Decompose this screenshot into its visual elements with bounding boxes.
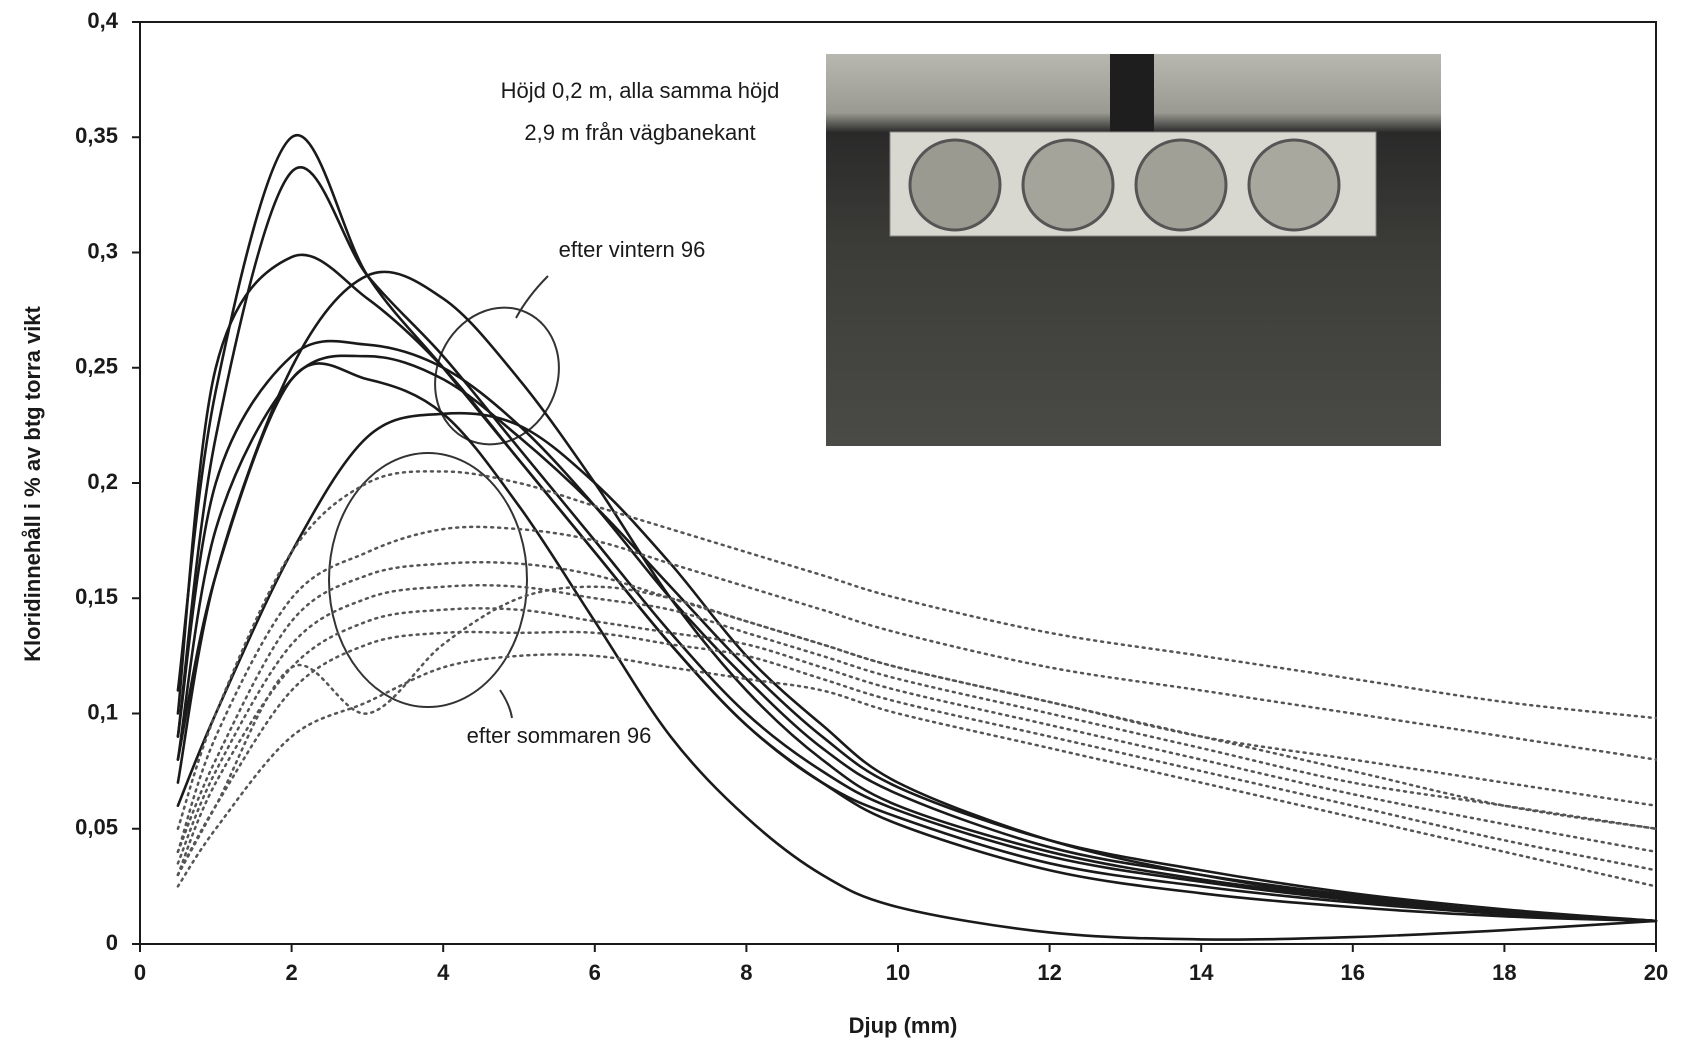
x-tick-label: 4	[437, 960, 450, 985]
x-tick-label: 6	[589, 960, 601, 985]
y-tick-label: 0,2	[87, 469, 118, 494]
y-tick-label: 0,05	[75, 815, 118, 840]
data-line	[176, 253, 1658, 923]
y-tick-label: 0,1	[87, 699, 118, 724]
callouts	[328, 275, 560, 719]
y-axis-label: Kloridinnehåll i % av btg torra vikt	[20, 305, 45, 661]
data-line	[176, 411, 1658, 923]
annotation: 2,9 m från vägbanekant	[524, 120, 755, 145]
x-tick-label: 20	[1644, 960, 1668, 985]
x-tick-label: 0	[134, 960, 146, 985]
data-line	[176, 339, 1658, 923]
annotation: efter sommaren 96	[467, 723, 652, 748]
data-line	[176, 630, 1658, 877]
data-line	[176, 584, 1658, 865]
photo	[826, 54, 1441, 446]
y-tick-label: 0,3	[87, 238, 118, 263]
x-tick-label: 10	[886, 960, 910, 985]
x-tick-label: 12	[1037, 960, 1061, 985]
x-tick-label: 2	[285, 960, 297, 985]
y-tick-label: 0,4	[87, 8, 118, 33]
data-line	[176, 166, 1658, 923]
x-tick-label: 16	[1341, 960, 1365, 985]
data-line	[176, 470, 1658, 830]
x-tick-label: 18	[1492, 960, 1516, 985]
data-line	[176, 525, 1658, 854]
data-line	[176, 585, 1658, 877]
annotation: efter vintern 96	[559, 237, 706, 262]
data-line	[176, 653, 1658, 888]
annotation: Höjd 0,2 m, alla samma höjd	[501, 78, 780, 103]
y-tick-label: 0,25	[75, 354, 118, 379]
x-axis-label: Djup (mm)	[849, 1013, 958, 1038]
y-tick-label: 0	[106, 930, 118, 955]
y-tick-label: 0,35	[75, 123, 118, 148]
data-line	[176, 607, 1658, 877]
data-line	[176, 561, 1658, 854]
x-tick-label: 14	[1189, 960, 1214, 985]
data-line	[176, 362, 1658, 941]
y-tick-label: 0,15	[75, 584, 118, 609]
x-tick-label: 8	[740, 960, 752, 985]
